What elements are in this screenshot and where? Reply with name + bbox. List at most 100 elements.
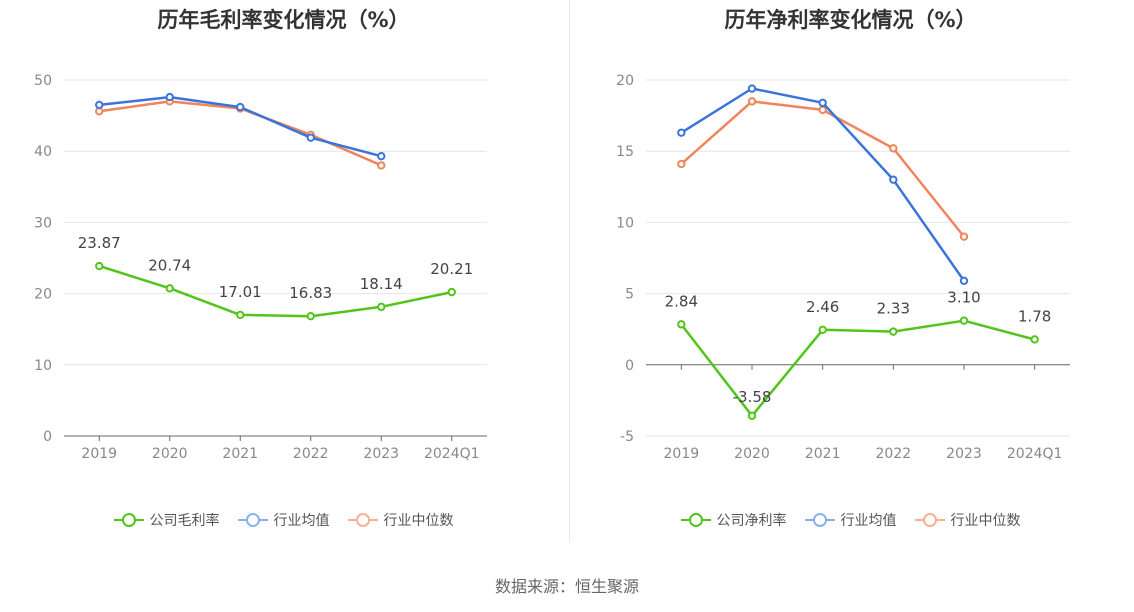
legend: 公司毛利率 行业均值 行业中位数	[0, 510, 567, 530]
data-point	[959, 276, 969, 285]
data-label: 20.21	[430, 260, 473, 278]
series-line	[680, 100, 965, 238]
legend-item[interactable]: 公司毛利率	[113, 510, 220, 530]
net-margin-plot: -5 0 5 10 15 20 2019 2020 2021 2022 2023 2024Q1 2.84…	[616, 73, 1070, 462]
x-tick-label: 2020	[734, 446, 770, 462]
legend: 公司净利率 行业均值 行业中位数	[567, 510, 1134, 530]
net-margin-chart: 历年净利率变化情况（%） -5 0 5 10 15 20 2019 2020 2021 2022 2…	[567, 0, 1134, 560]
data-point	[959, 316, 969, 325]
legend-label: 公司毛利率	[149, 513, 220, 529]
x-tick-label: 2023	[946, 446, 982, 462]
x-tick-label: 2023	[363, 446, 399, 462]
legend-item[interactable]: 公司净利率	[680, 510, 787, 530]
data-point	[95, 261, 104, 271]
legend-item[interactable]: 行业均值	[804, 510, 897, 530]
data-point	[447, 287, 456, 297]
data-label: 2.33	[877, 300, 910, 318]
legend-label: 行业中位数	[383, 513, 454, 529]
data-point	[677, 128, 686, 137]
data-point	[1030, 335, 1039, 344]
data-point	[306, 311, 315, 321]
y-tick-label: 15	[616, 144, 634, 160]
y-tick-label: 10	[34, 358, 52, 374]
data-point	[959, 232, 969, 241]
data-point	[747, 411, 757, 420]
data-point	[377, 161, 386, 170]
x-tick-label: 2019	[81, 446, 117, 462]
legend-dot	[121, 513, 136, 527]
gross-margin-chart: 历年毛利率变化情况（%） 0 10 20 30 40 50 2019 2020 2021 2022…	[0, 0, 567, 560]
x-tick-label: 2024Q1	[424, 446, 480, 462]
legend-dot	[812, 513, 827, 527]
data-point	[747, 84, 757, 93]
data-label: 2.84	[665, 292, 698, 310]
data-point	[165, 92, 174, 102]
legend-label: 行业均值	[840, 513, 897, 529]
legend-item[interactable]: 行业中位数	[914, 510, 1021, 530]
data-label: 20.74	[148, 256, 191, 274]
data-label: 17.01	[219, 283, 262, 301]
legend-item[interactable]: 行业中位数	[347, 510, 454, 530]
legend-dot	[922, 513, 937, 527]
data-point	[747, 97, 757, 106]
y-tick-label: -5	[620, 429, 634, 445]
legend-marker-icon	[680, 513, 711, 527]
chart-title: 历年毛利率变化情况（%）	[157, 8, 410, 32]
x-tick-label: 2020	[152, 446, 188, 462]
legend-marker-icon	[347, 513, 378, 527]
data-label: 3.10	[947, 289, 980, 307]
data-point	[377, 151, 386, 161]
series-line	[680, 319, 1036, 418]
y-tick-label: 0	[43, 429, 52, 445]
data-point	[818, 98, 827, 107]
y-tick-label: 20	[34, 287, 52, 303]
y-tick-label: 20	[616, 73, 634, 89]
data-label: 2.46	[806, 298, 839, 316]
data-point	[889, 144, 898, 153]
y-tick-label: 50	[34, 73, 52, 89]
chart-title: 历年净利率变化情况（%）	[724, 8, 977, 32]
divider	[569, 0, 570, 542]
gross-margin-plot: 0 10 20 30 40 50 2019 2020 2021 2022 2023 2024Q1 23.…	[34, 73, 487, 462]
data-label: 23.87	[78, 234, 121, 252]
data-point	[677, 320, 686, 329]
legend-label: 行业中位数	[950, 513, 1021, 529]
data-label: 18.14	[360, 275, 403, 293]
x-tick-label: 2022	[876, 446, 912, 462]
legend-dot	[355, 513, 370, 527]
y-tick-label: 5	[625, 287, 634, 303]
data-point	[889, 327, 898, 336]
legend-marker-icon	[237, 513, 268, 527]
y-tick-label: 30	[34, 215, 52, 231]
legend-dot	[688, 513, 703, 527]
legend-label: 行业均值	[273, 513, 330, 529]
data-point	[236, 102, 245, 112]
legend-dot	[245, 513, 260, 527]
x-tick-label: 2024Q1	[1007, 446, 1063, 462]
x-tick-label: 2021	[222, 446, 258, 462]
y-tick-label: 10	[616, 215, 634, 231]
data-point	[818, 105, 827, 115]
legend-marker-icon	[914, 513, 945, 527]
data-point	[165, 284, 174, 293]
legend-marker-icon	[804, 513, 835, 527]
x-tick-label: 2022	[293, 446, 329, 462]
data-point	[818, 325, 827, 334]
y-tick-label: 40	[34, 144, 52, 160]
data-label: 1.78	[1018, 307, 1051, 325]
data-point	[677, 159, 686, 169]
x-tick-label: 2021	[805, 446, 841, 462]
data-point	[377, 302, 386, 312]
legend-marker-icon	[113, 513, 144, 527]
data-label: 16.83	[289, 284, 332, 302]
data-point	[95, 100, 104, 110]
legend-item[interactable]: 行业均值	[237, 510, 330, 530]
series-line	[98, 264, 453, 318]
legend-label: 公司净利率	[716, 513, 787, 529]
data-source: 数据来源：恒生聚源	[494, 577, 639, 596]
data-point	[236, 310, 245, 320]
y-tick-label: 0	[625, 358, 634, 374]
data-label: -3.58	[733, 388, 772, 406]
data-point	[306, 133, 315, 142]
data-point	[889, 175, 898, 184]
